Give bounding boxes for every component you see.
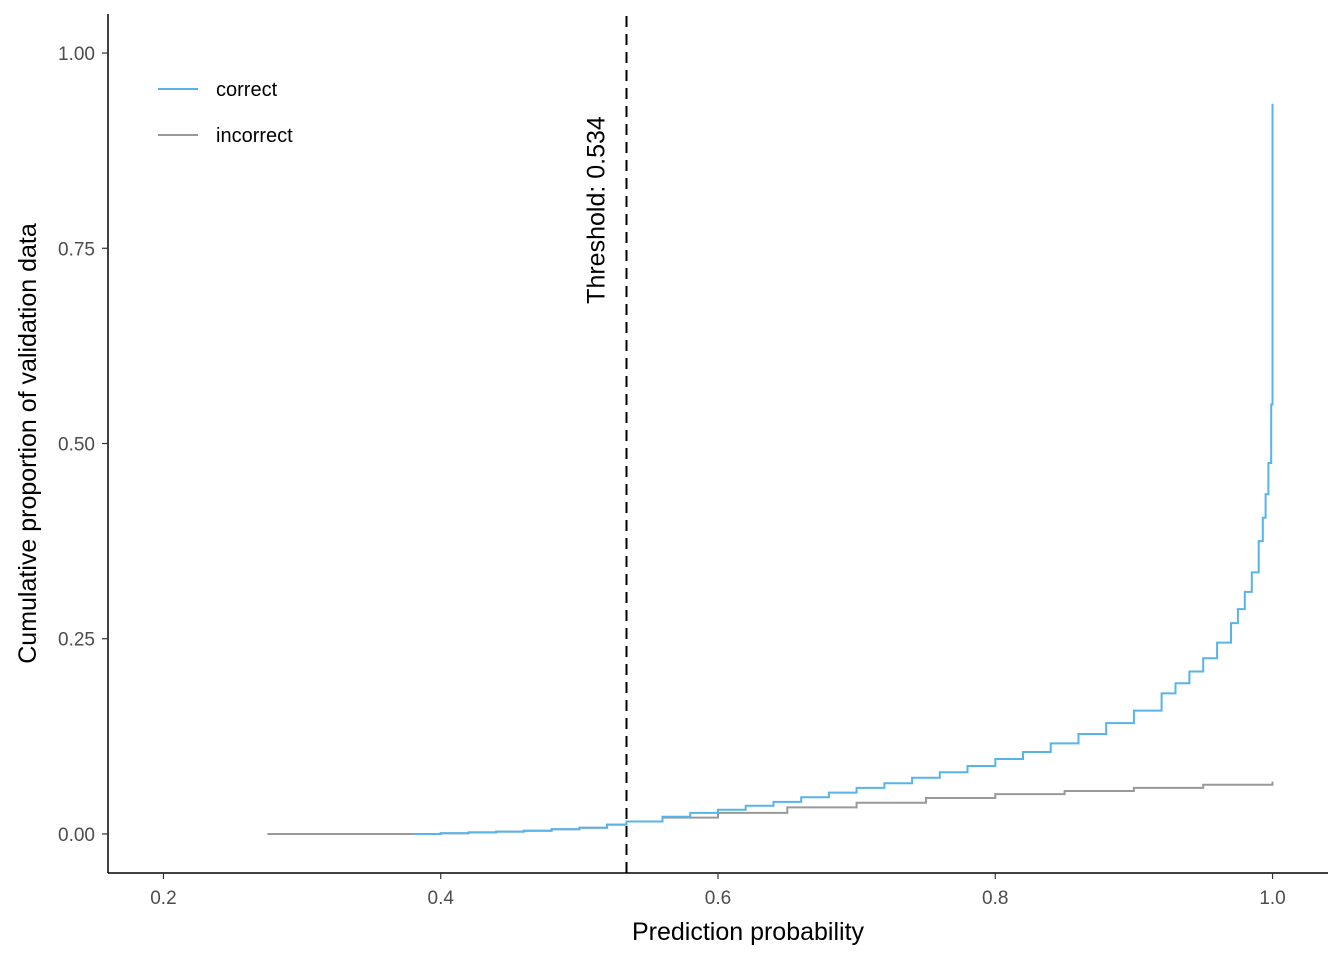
ticks: 0.2 0.4 0.6 0.8 1.0 0.00 0.25 0.50 0.75 1.00	[58, 44, 1286, 909]
legend: correct incorrect	[158, 79, 293, 147]
x-tick-label: 0.8	[982, 888, 1008, 909]
legend-label-correct: correct	[216, 79, 278, 101]
x-tick-label: 1.0	[1259, 888, 1285, 909]
x-axis-title: Prediction probability	[632, 918, 865, 946]
y-axis-title: Cumulative proportion of validation data	[14, 223, 42, 664]
x-tick-label: 0.2	[150, 888, 176, 909]
x-tick-label: 0.6	[705, 888, 731, 909]
y-tick-label: 0.50	[58, 435, 95, 456]
series-line-correct	[413, 103, 1274, 835]
y-tick-label: 1.00	[58, 44, 95, 65]
plot-marks	[267, 16, 1274, 873]
y-tick-label: 0.75	[58, 239, 95, 260]
legend-label-incorrect: incorrect	[216, 125, 293, 147]
series-line-incorrect	[267, 781, 1274, 835]
x-tick-label: 0.4	[428, 888, 455, 909]
y-tick-label: 0.00	[58, 825, 95, 846]
threshold-label: Threshold: 0.534	[583, 116, 611, 304]
y-tick-label: 0.25	[58, 630, 95, 651]
